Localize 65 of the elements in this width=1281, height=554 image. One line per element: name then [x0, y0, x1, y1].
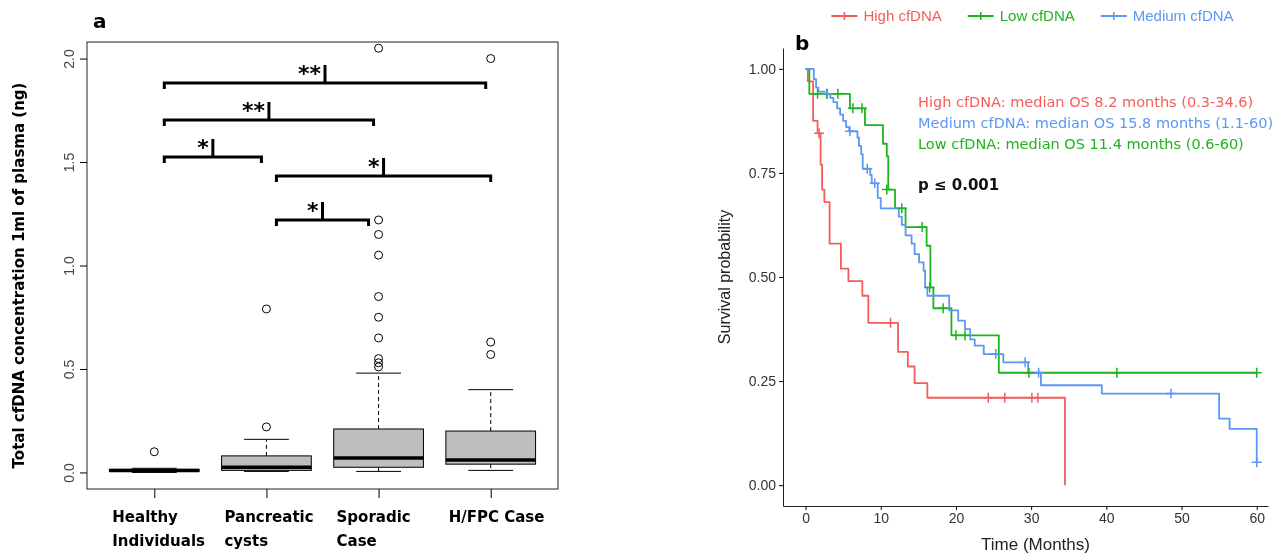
x-tick-label: 30 [1023, 509, 1040, 526]
point [1023, 367, 1035, 379]
point [916, 221, 928, 233]
annotation: * [368, 154, 381, 179]
point [1032, 392, 1044, 404]
y-tick-label: 0.5 [60, 359, 77, 380]
chart-title: b [795, 31, 810, 55]
y-tick-label: 0.00 [748, 477, 777, 494]
annotation: High cfDNA: median OS 8.2 months (0.3-34.6) [918, 94, 1254, 110]
x-tick-label: H/FPC Case [448, 508, 545, 526]
legend-label: Low cfDNA [999, 7, 1075, 25]
point [832, 88, 844, 100]
point [813, 127, 825, 140]
y-tick-label: 0.75 [748, 164, 777, 181]
x-tick-label: Healthy Individuals [112, 508, 206, 550]
point [999, 392, 1011, 404]
point [923, 281, 936, 294]
point [811, 88, 824, 100]
annotation: ** [297, 61, 322, 86]
point [1019, 356, 1031, 369]
point [1165, 387, 1177, 400]
annotation: p ≤ 0.001 [918, 176, 1000, 194]
annotation: Medium cfDNA: median OS 15.8 months (1.1-60) [918, 115, 1274, 131]
x-tick-label: 50 [1174, 509, 1191, 526]
point [896, 202, 908, 215]
point [1250, 367, 1263, 379]
y-tick-label: 1.5 [60, 152, 77, 173]
y-tick-label: 1.0 [60, 256, 77, 276]
y-axis-title: Total cfDNA concentration 1ml of plasma (ng) [10, 82, 28, 469]
point [959, 329, 971, 342]
point [937, 302, 949, 314]
x-tick-label: 20 [948, 509, 965, 526]
point [844, 125, 856, 138]
y-tick-label: 0.25 [748, 373, 777, 390]
legend-label: High cfDNA [863, 7, 942, 25]
y-tick-label: 0.50 [748, 268, 777, 285]
x-tick-label: 10 [873, 509, 890, 526]
legend-label: Medium cfDNA [1132, 7, 1234, 25]
y-axis-title: Survival probability [716, 209, 733, 345]
point [861, 163, 873, 175]
point [884, 317, 897, 329]
point [847, 102, 859, 115]
point [990, 348, 1002, 360]
x-tick-label: Pancreatic cysts [224, 508, 314, 550]
annotation: * [197, 135, 210, 160]
annotation: * [306, 198, 319, 223]
point [1250, 456, 1263, 469]
x-tick-label: 40 [1099, 509, 1115, 526]
x-tick-label: Sporadic Case [336, 508, 411, 550]
annotation: ** [241, 98, 266, 123]
point [950, 329, 962, 342]
point [881, 183, 893, 196]
point [1032, 367, 1045, 379]
x-tick-label: 60 [1249, 509, 1266, 526]
point [868, 177, 881, 190]
point [856, 102, 868, 115]
point [1111, 367, 1123, 379]
point [982, 392, 995, 404]
x-axis-title: Time (Months) [981, 535, 1090, 554]
chart-title: a [93, 9, 107, 33]
y-tick-label: 2.0 [60, 49, 77, 69]
y-tick-label: 0.0 [60, 463, 77, 483]
x-tick-label: 0 [802, 509, 811, 526]
y-tick-label: 1.00 [748, 60, 777, 77]
annotation: Low cfDNA: median OS 11.4 months (0.6-60) [918, 136, 1244, 152]
